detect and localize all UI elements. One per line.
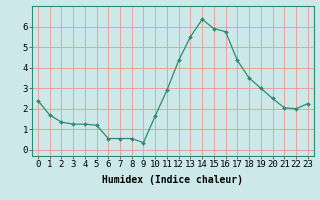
X-axis label: Humidex (Indice chaleur): Humidex (Indice chaleur): [102, 175, 243, 185]
